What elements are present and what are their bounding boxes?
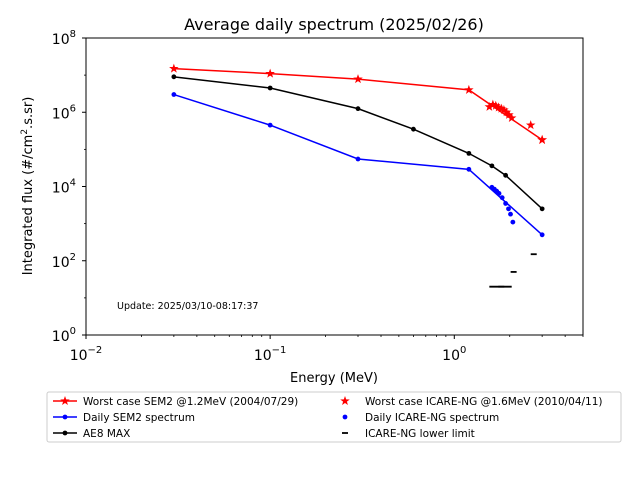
- data-point-star: [169, 63, 179, 73]
- y-tick-label-base: 10: [52, 32, 70, 48]
- legend-item: Daily SEM2 spectrum: [53, 412, 195, 424]
- y-tick-label: 104: [52, 178, 76, 197]
- data-point: [506, 206, 511, 212]
- data-point-star: [491, 100, 501, 110]
- y-tick-label: 102: [52, 252, 76, 271]
- series-3: [484, 99, 547, 144]
- y-tick-label-base: 10: [52, 255, 70, 271]
- data-point: [539, 232, 545, 238]
- series-line: [173, 76, 543, 210]
- data-point: [171, 92, 177, 97]
- y-axis-label-main: Integrated flux (#/cm: [21, 135, 36, 276]
- legend-item: AE8 MAX: [53, 428, 130, 440]
- x-axis-label: Energy (MeV): [290, 371, 378, 386]
- legend-label: AE8 MAX: [83, 428, 130, 440]
- data-point: [510, 219, 516, 225]
- y-tick-label-exp: 8: [70, 29, 76, 40]
- legend-label: ICARE-NG lower limit: [365, 428, 475, 440]
- plot-frame: [85, 37, 584, 336]
- y-tick-label-exp: 0: [70, 326, 76, 337]
- legend-swatch-star: [340, 396, 350, 406]
- data-point-star: [484, 101, 495, 111]
- series-5: [498, 253, 537, 288]
- update-annotation: Update: 2025/03/10-08:17:37: [117, 301, 258, 312]
- x-tick-label-base: 10: [254, 348, 272, 364]
- data-point: [503, 172, 509, 178]
- y-axis-label-tail: .s.sr): [21, 97, 36, 129]
- data-point-star: [496, 103, 507, 113]
- data-point-star: [464, 84, 474, 94]
- data-point: [466, 166, 472, 172]
- y-tick-label-base: 10: [52, 106, 70, 122]
- x-tick-label-exp: 0: [460, 345, 466, 356]
- data-point: [466, 150, 472, 156]
- y-tick-label-exp: 2: [70, 252, 76, 263]
- data-point: [499, 195, 505, 201]
- data-point: [411, 126, 416, 132]
- x-tick-label-exp: −1: [272, 345, 287, 356]
- x-tick-label: 100: [442, 345, 466, 364]
- legend-item: Worst case SEM2 @1.2MeV (2004/07/29): [53, 396, 298, 408]
- series-4: [489, 184, 516, 225]
- data-point-star: [265, 68, 275, 78]
- data-point-star: [537, 134, 547, 144]
- data-point: [171, 74, 177, 80]
- data-point-star: [501, 107, 512, 117]
- data-point: [489, 163, 495, 169]
- y-tick-label: 106: [52, 103, 76, 122]
- y-axis-label-sup: 2: [20, 129, 30, 135]
- y-tick-label-base: 10: [52, 329, 70, 345]
- legend-item: ICARE-NG lower limit: [342, 428, 475, 440]
- data-point: [508, 211, 513, 217]
- data-point-star: [525, 120, 536, 130]
- legend-label: Worst case SEM2 @1.2MeV (2004/07/29): [83, 396, 298, 408]
- y-tick-label-base: 10: [52, 181, 70, 197]
- y-tick-label: 100: [52, 326, 76, 345]
- data-point-star: [504, 109, 514, 119]
- chart-title: Average daily spectrum (2025/02/26): [184, 15, 484, 34]
- data-point: [355, 156, 361, 162]
- y-tick-label: 108: [52, 29, 76, 48]
- data-point: [355, 106, 361, 112]
- legend-item: Worst case ICARE-NG @1.6MeV (2010/04/11): [340, 396, 603, 408]
- series-2: [171, 74, 545, 212]
- legend-swatch-dot: [342, 414, 348, 420]
- data-point: [267, 85, 273, 91]
- data-point-star: [353, 74, 363, 84]
- legend-swatch-dot: [62, 414, 68, 420]
- data-point: [539, 206, 545, 212]
- legend: Worst case SEM2 @1.2MeV (2004/07/29) Dail…: [46, 391, 622, 443]
- legend-label: Daily ICARE-NG spectrum: [365, 412, 499, 424]
- y-axis-label: Integrated flux (#/cm2.s.sr): [20, 97, 36, 276]
- data-point: [267, 122, 273, 128]
- y-tick-label-exp: 6: [70, 103, 76, 114]
- x-tick-label: 10−2: [70, 345, 103, 364]
- x-tick-label-base: 10: [442, 348, 460, 364]
- legend-swatch-star: [60, 396, 70, 406]
- plot-area: [169, 63, 547, 288]
- x-axis: 10−2 10−1 100: [70, 335, 584, 364]
- x-tick-label-exp: −2: [88, 345, 103, 356]
- data-point-star: [506, 113, 517, 123]
- legend-swatch-dot: [62, 430, 68, 436]
- legend-item: Daily ICARE-NG spectrum: [342, 412, 499, 424]
- legend-label: Daily SEM2 spectrum: [83, 412, 195, 424]
- x-tick-label: 10−1: [254, 345, 287, 364]
- series-line: [173, 93, 543, 236]
- legend-label: Worst case ICARE-NG @1.6MeV (2010/04/11): [365, 396, 603, 408]
- x-tick-label-base: 10: [70, 348, 88, 364]
- data-point: [503, 201, 509, 206]
- legend-frame: [46, 391, 622, 443]
- data-point-star: [493, 102, 504, 112]
- data-point-star: [499, 105, 509, 115]
- y-tick-label-exp: 4: [70, 178, 76, 189]
- data-point: [496, 191, 502, 196]
